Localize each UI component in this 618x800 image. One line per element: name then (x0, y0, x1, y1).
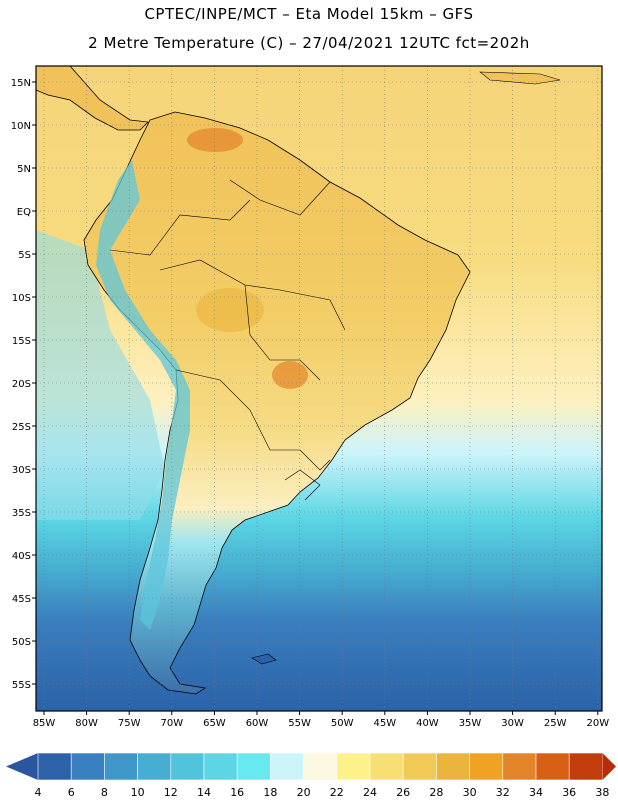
colorbar-value-label: 38 (595, 786, 609, 799)
colorbar-swatch (70, 752, 105, 781)
colorbar-value-label: 16 (230, 786, 244, 799)
lat-tick-label: EQ (17, 207, 31, 218)
colorbar-value-label: 4 (35, 786, 42, 799)
lon-tick-label: 55W (288, 718, 311, 729)
colorbar-swatch (37, 752, 72, 781)
colorbar-swatch (137, 752, 172, 781)
colorbar-value-label: 22 (330, 786, 344, 799)
colorbar-value-label: 36 (562, 786, 576, 799)
colorbar-value-label: 14 (197, 786, 211, 799)
andes-cold-band (96, 160, 190, 630)
colorbar-high-end (602, 753, 616, 780)
lat-tick-label: 35S (12, 508, 31, 519)
lat-tick-label: 10N (11, 121, 31, 132)
lat-tick-label: 5N (17, 164, 31, 175)
lat-tick-label: 20S (12, 379, 31, 390)
colorbar-value-label: 8 (101, 786, 108, 799)
colorbar-swatch (568, 752, 603, 781)
colorbar-value-label: 20 (297, 786, 311, 799)
hot-spot-paraguay (272, 361, 308, 389)
colorbar-swatch (336, 752, 371, 781)
colorbar-swatch (303, 752, 338, 781)
colorbar-swatch (502, 752, 537, 781)
colorbar-labels: 4 6 8 10 12 14 16 18 20 22 24 26 28 30 32 34 36 38 (35, 786, 610, 799)
lat-tick-label: 30S (12, 465, 31, 476)
colorbar-swatch (203, 752, 238, 781)
latitude-axis: 15N 10N 5N EQ 5S 10S 15S 20S 25S 30S 35S 40S 45S 50S 5… (11, 78, 36, 691)
lon-tick-label: 85W (33, 718, 56, 729)
lon-tick-label: 20W (586, 718, 609, 729)
colorbar-value-label: 32 (496, 786, 510, 799)
warm-region-bolivia (196, 288, 264, 332)
lat-tick-label: 55S (12, 680, 31, 691)
colorbar-swatch (402, 752, 437, 781)
colorbar-value-label: 6 (68, 786, 75, 799)
colorbar-swatch (369, 752, 404, 781)
lon-tick-label: 75W (118, 718, 141, 729)
lat-tick-label: 45S (12, 594, 31, 605)
lat-tick-label: 15N (11, 78, 31, 89)
lat-tick-label: 10S (12, 293, 31, 304)
map-area (36, 66, 602, 711)
title-line-2: 2 Metre Temperature (C) – 27/04/2021 12U… (88, 34, 530, 52)
hot-spot-venezuela (187, 128, 243, 152)
colorbar-swatch (104, 752, 138, 781)
colorbar-value-label: 10 (131, 786, 145, 799)
colorbar-value-label: 12 (164, 786, 178, 799)
lat-tick-label: 5S (18, 250, 31, 261)
colorbar-swatch (170, 752, 205, 781)
colorbar-value-label: 18 (263, 786, 277, 799)
colorbar-swatches (37, 752, 603, 781)
colorbar-swatch (236, 752, 271, 781)
caribbean-islands (479, 71, 561, 85)
lon-tick-label: 80W (75, 718, 98, 729)
lon-tick-label: 25W (544, 718, 567, 729)
colorbar-low-end (6, 753, 38, 780)
lon-tick-label: 70W (160, 718, 183, 729)
lon-tick-label: 30W (501, 718, 524, 729)
lon-tick-label: 60W (246, 718, 269, 729)
colorbar-value-label: 34 (529, 786, 543, 799)
pacific-cold-band (36, 230, 165, 520)
colorbar-value-label: 24 (363, 786, 377, 799)
lon-tick-label: 40W (416, 718, 439, 729)
lon-tick-label: 45W (373, 718, 396, 729)
colorbar-value-label: 28 (429, 786, 443, 799)
colorbar-swatch (436, 752, 470, 781)
colorbar-swatch (535, 752, 570, 781)
lon-tick-label: 35W (459, 718, 482, 729)
colorbar-swatch (469, 752, 504, 781)
colorbar-value-label: 26 (396, 786, 410, 799)
lat-tick-label: 40S (12, 551, 31, 562)
map-frame (35, 65, 603, 712)
lat-tick-label: 50S (12, 637, 31, 648)
lat-tick-label: 15S (12, 336, 31, 347)
lon-tick-label: 65W (203, 718, 226, 729)
colorbar-swatch (270, 752, 304, 781)
colorbar-value-label: 30 (463, 786, 477, 799)
title-line-1: CPTEC/INPE/MCT – Eta Model 15km – GFS (144, 5, 474, 23)
longitude-axis: 85W 80W 75W 70W 65W 60W 55W 50W 45W 40W 35W 30W 25W 2… (33, 711, 609, 729)
falkland-islands (251, 653, 277, 665)
lon-tick-label: 50W (331, 718, 354, 729)
country-borders (109, 179, 346, 501)
lat-tick-label: 25S (12, 422, 31, 433)
